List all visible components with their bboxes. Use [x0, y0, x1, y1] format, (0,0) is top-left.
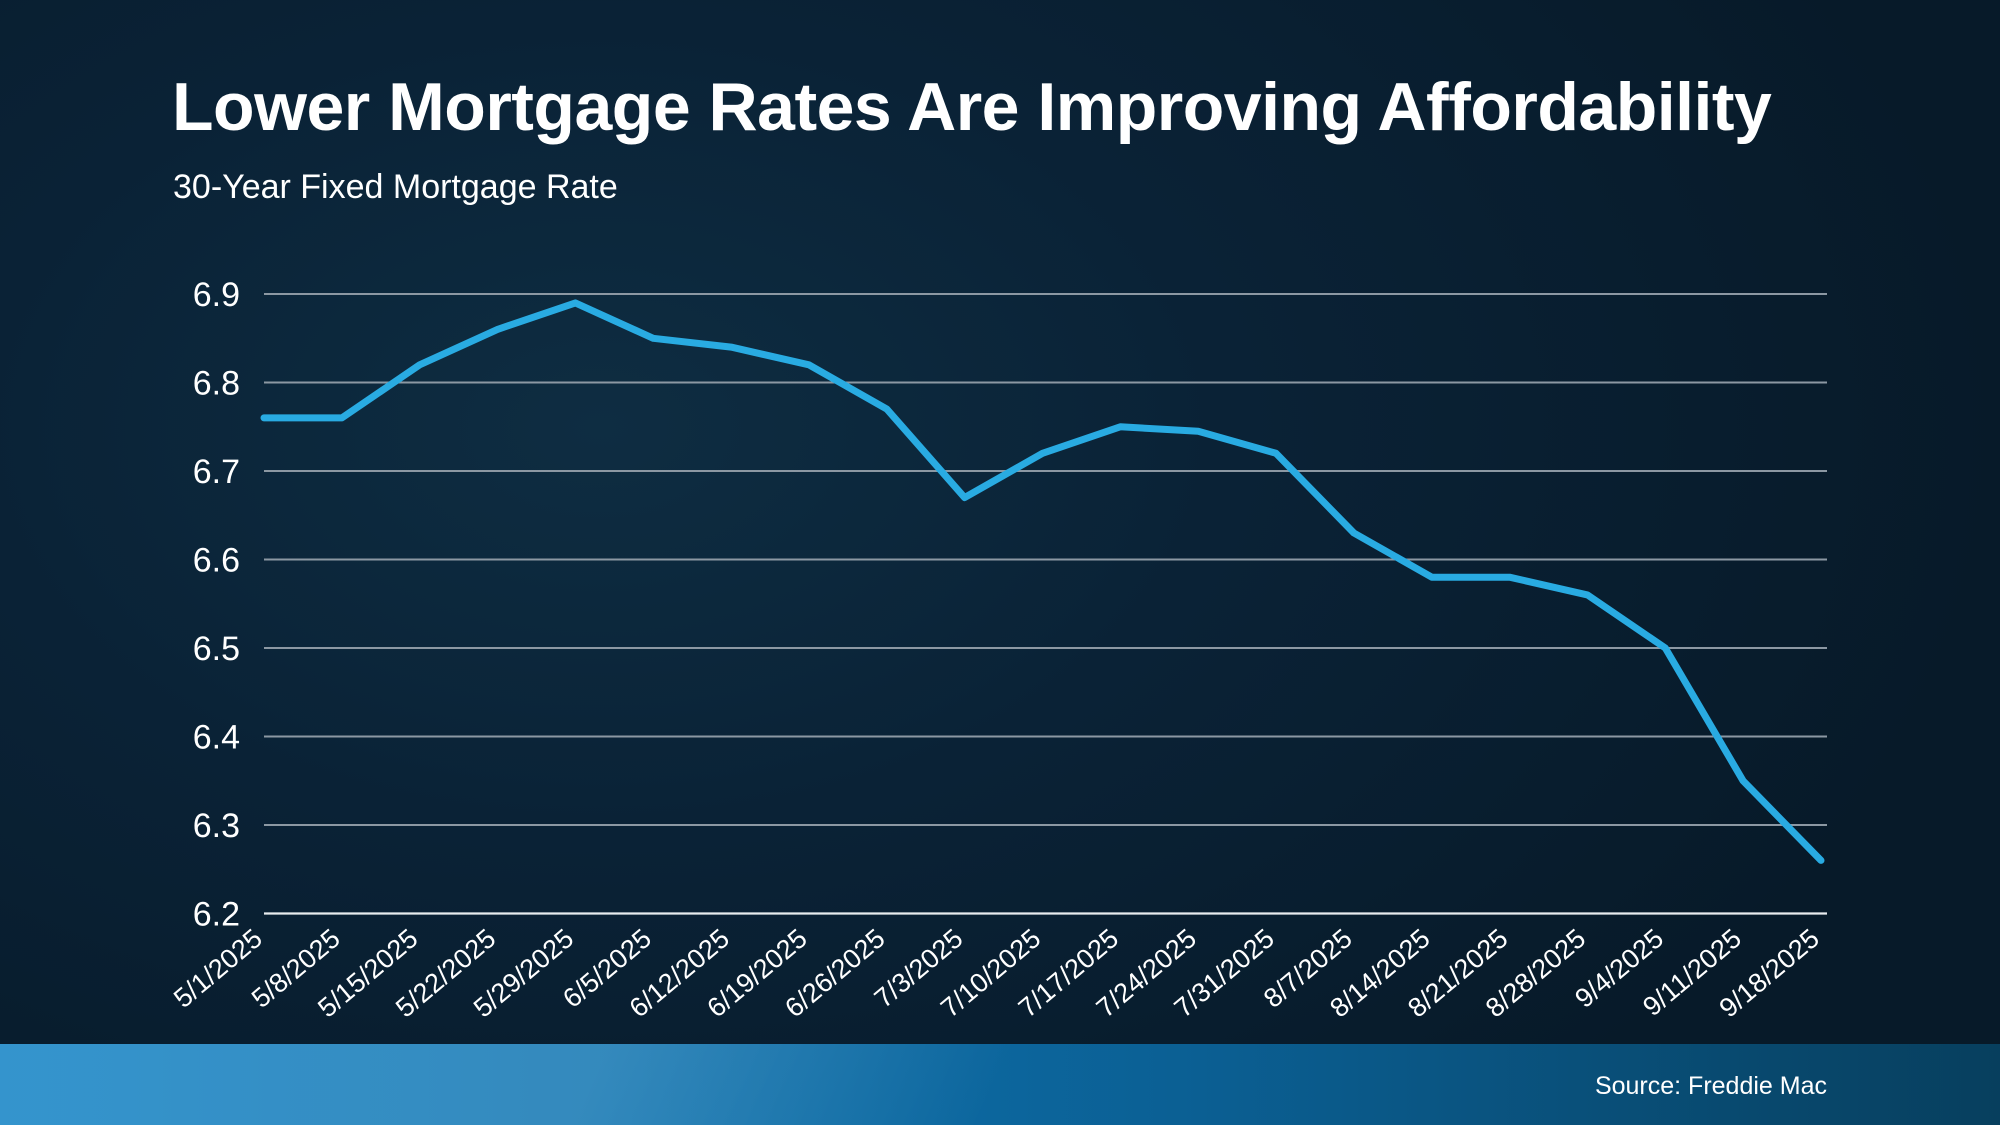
svg-text:6.5: 6.5 [193, 630, 240, 668]
svg-text:6.7: 6.7 [193, 453, 240, 491]
svg-text:6.6: 6.6 [193, 542, 240, 580]
svg-text:6.8: 6.8 [193, 365, 240, 403]
svg-text:6.9: 6.9 [193, 276, 240, 314]
svg-text:6.4: 6.4 [193, 719, 240, 757]
svg-text:6.2: 6.2 [193, 896, 240, 934]
svg-text:6.3: 6.3 [193, 807, 240, 845]
